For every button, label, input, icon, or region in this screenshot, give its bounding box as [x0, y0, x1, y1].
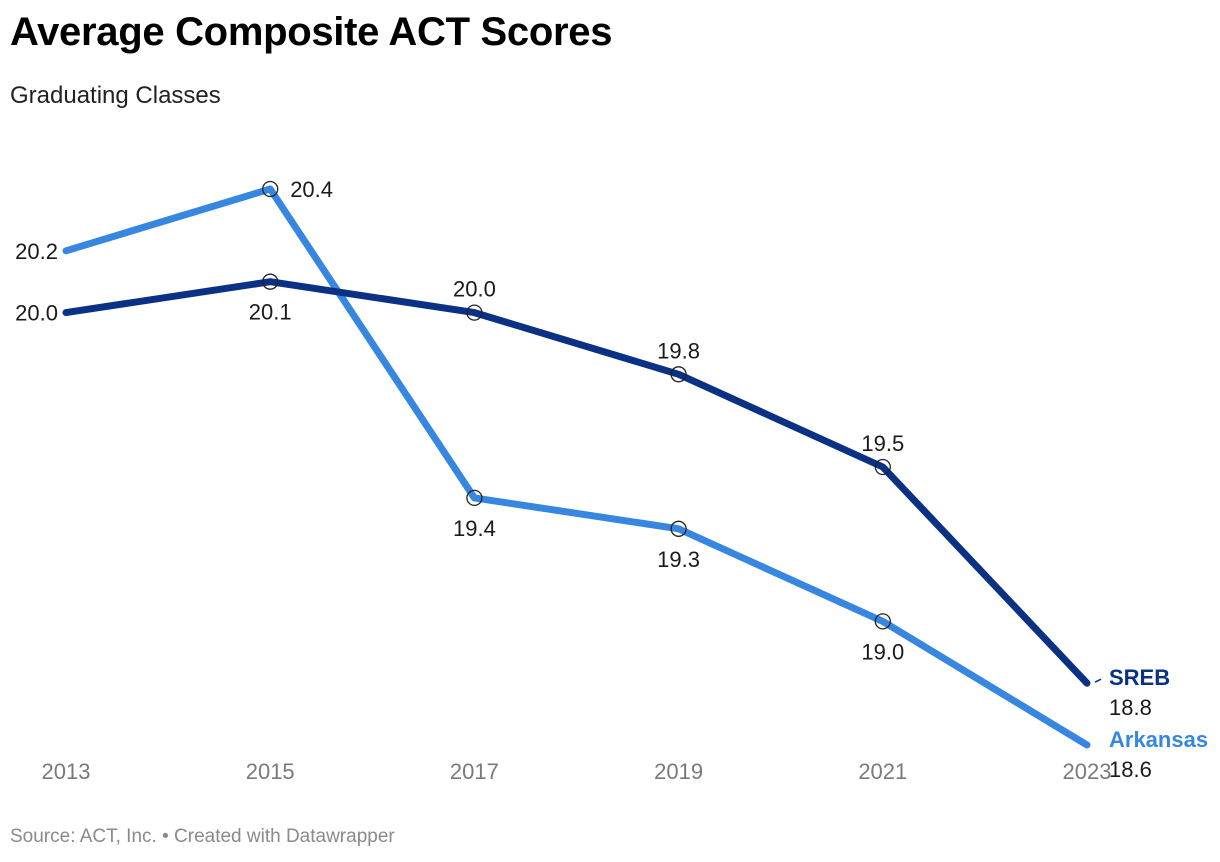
- chart-title: Average Composite ACT Scores: [10, 10, 613, 54]
- x-tick-label-2013: 2013: [42, 759, 91, 784]
- data-label-arkansas-2021: 19.0: [861, 639, 904, 664]
- data-label-sreb-2017: 20.0: [453, 277, 496, 302]
- footer-separator: •: [162, 826, 169, 847]
- series-label-arkansas: Arkansas: [1109, 727, 1208, 752]
- series-label-connector-sreb: [1094, 678, 1102, 683]
- series-line-sreb: [62, 278, 1091, 687]
- data-label-arkansas-2023: 18.6: [1109, 757, 1152, 782]
- x-tick-label-2023: 2023: [1063, 759, 1112, 784]
- x-tick-label-2019: 2019: [654, 759, 703, 784]
- data-point-sreb-2019: [670, 366, 687, 383]
- data-point-sreb-2017: [466, 304, 483, 321]
- data-point-arkansas-2019: [670, 520, 687, 537]
- series-line-arkansas: [62, 185, 1091, 749]
- chart-footer: Source: ACT, Inc. • Created with Datawra…: [10, 826, 395, 848]
- data-label-arkansas-2019: 19.3: [657, 547, 700, 572]
- data-point-arkansas-2017: [466, 489, 483, 507]
- data-label-sreb-2013: 20.0: [15, 301, 58, 326]
- data-label-sreb-2015: 20.1: [249, 300, 292, 325]
- x-tick-label-2015: 2015: [246, 759, 295, 784]
- data-point-arkansas-2021: [874, 613, 891, 630]
- data-label-arkansas-2017: 19.4: [453, 516, 496, 541]
- footer-credit: Created with Datawrapper: [174, 826, 395, 847]
- data-point-sreb-2015: [262, 273, 279, 290]
- data-label-sreb-2023: 18.8: [1109, 695, 1152, 720]
- data-label-arkansas-2015: 20.4: [290, 177, 333, 202]
- x-tick-label-2021: 2021: [858, 759, 907, 784]
- data-point-sreb-2021: [874, 458, 891, 476]
- footer-source: Source: ACT, Inc.: [10, 826, 157, 847]
- data-point-arkansas-2015: [262, 180, 279, 198]
- data-label-sreb-2019: 19.8: [657, 338, 700, 363]
- chart-subtitle: Graduating Classes: [10, 82, 221, 109]
- data-label-sreb-2021: 19.5: [861, 431, 904, 456]
- data-label-arkansas-2013: 20.2: [15, 239, 58, 264]
- series-label-sreb: SREB: [1109, 665, 1170, 690]
- x-tick-label-2017: 2017: [450, 759, 499, 784]
